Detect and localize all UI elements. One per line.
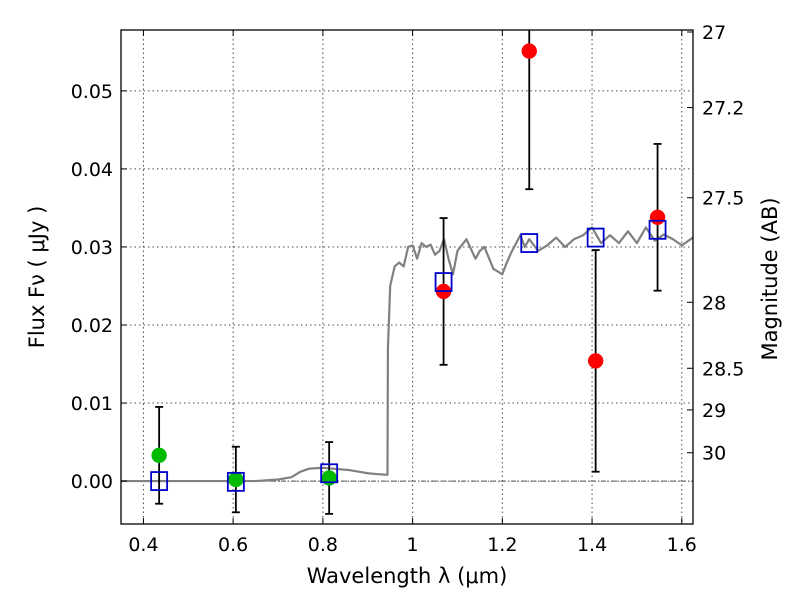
right-tick-label: 29 (702, 400, 726, 422)
right-tick-label: 27.5 (702, 188, 744, 210)
error-bars (155, 30, 662, 515)
model-spectrum-line (121, 226, 694, 483)
x-tick-label: 1.2 (487, 534, 517, 556)
ticks (121, 30, 693, 524)
grid (121, 30, 693, 524)
x-tick-label: 1 (407, 534, 419, 556)
y-tick-label: 0.02 (71, 315, 113, 337)
y-tick-label: 0.04 (71, 159, 113, 181)
data-point-circle (228, 471, 244, 488)
right-tick-label: 28.5 (702, 358, 744, 380)
x-axis-title: Wavelength λ (μm) (307, 564, 508, 588)
x-tick-label: 0.6 (218, 534, 248, 556)
plot-frame (120, 29, 694, 525)
right-axis-title: Magnitude (AB) (758, 197, 782, 360)
y-tick-label: 0.00 (71, 471, 113, 493)
y-tick-label: 0.03 (71, 237, 113, 259)
data-point-square (648, 219, 667, 240)
data-point-circle (587, 353, 604, 369)
data-point-circle (521, 43, 538, 59)
y-axis-title: Flux Fν ( μJy ) (25, 206, 49, 349)
data-point-circle (151, 447, 167, 464)
data-point-square (434, 272, 453, 292)
data-markers (150, 43, 667, 492)
x-tick-label: 0.8 (308, 534, 338, 556)
x-tick-label: 0.4 (128, 534, 158, 556)
right-tick-label: 28 (702, 292, 726, 314)
data-point-square (586, 227, 605, 248)
x-tick-label: 1.4 (577, 534, 607, 556)
right-tick-label: 30 (702, 443, 726, 465)
data-point-square (320, 463, 339, 484)
tick-labels: 0.4 0.6 0.8 1 1.2 1.4 1.6 0.00 0.01 0.02 0.03 0.04 0… (71, 22, 745, 556)
model-spectrum (121, 226, 694, 483)
data-point-square (226, 471, 245, 492)
data-point-circle (321, 470, 337, 486)
data-point-square (150, 471, 169, 491)
x-tick-label: 1.6 (667, 534, 697, 556)
y-tick-label: 0.01 (71, 393, 113, 415)
y-tick-label: 0.05 (71, 81, 113, 103)
data-point-circle (649, 209, 666, 226)
data-point-square (520, 233, 539, 253)
right-tick-label: 27 (702, 22, 726, 44)
right-tick-label: 27.2 (702, 98, 744, 120)
